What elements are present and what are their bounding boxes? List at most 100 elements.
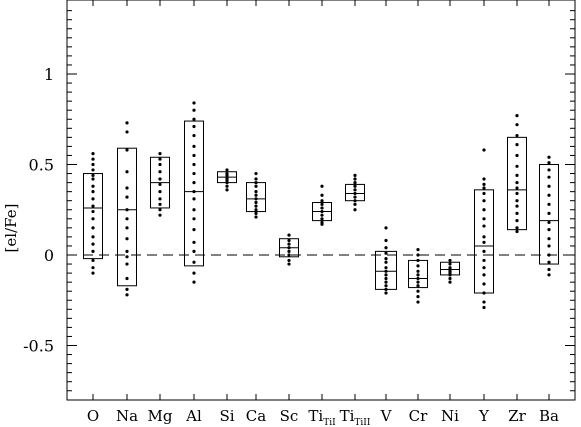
data-point	[320, 217, 324, 221]
data-point	[320, 202, 324, 206]
data-point	[547, 202, 551, 206]
data-point	[91, 184, 95, 188]
data-point	[158, 157, 162, 161]
data-point	[320, 184, 324, 188]
data-point	[353, 181, 357, 185]
data-point	[384, 287, 388, 291]
data-point	[384, 266, 388, 270]
data-point	[353, 199, 357, 203]
data-point	[192, 249, 196, 253]
data-point	[254, 197, 258, 201]
data-point	[91, 168, 95, 172]
data-point	[125, 237, 129, 241]
data-point	[482, 282, 486, 286]
data-point	[91, 217, 95, 221]
data-point	[482, 305, 486, 310]
data-point	[416, 300, 420, 304]
data-point	[91, 197, 95, 201]
data-point	[91, 173, 95, 177]
data-point	[125, 255, 129, 259]
data-point	[448, 280, 452, 284]
x-tick-label-main: O	[87, 407, 99, 425]
data-point	[515, 133, 519, 138]
data-point	[416, 280, 420, 284]
data-point	[515, 123, 519, 127]
box-Na	[117, 147, 137, 287]
plot-frame	[66, 0, 576, 401]
data-point	[547, 155, 551, 159]
data-point	[320, 206, 324, 210]
data-point	[353, 195, 357, 199]
x-tick-label-main: Ca	[246, 407, 266, 425]
data-point	[384, 257, 388, 261]
x-tick-label: Ba	[539, 407, 559, 425]
data-point	[91, 226, 95, 230]
data-point	[384, 284, 388, 288]
data-point	[91, 258, 95, 263]
data-point	[254, 190, 258, 194]
data-point	[547, 267, 551, 272]
x-tick-label-main: Ni	[441, 407, 459, 425]
data-point	[254, 193, 258, 197]
data-point	[515, 164, 519, 168]
data-point	[91, 190, 95, 194]
data-point	[416, 273, 420, 277]
x-tick-label-main: Zr	[508, 407, 526, 425]
data-point	[91, 204, 95, 208]
x-tick-labels: O Na Mg Al Si Ca Sc TiTiI TiTiII V Cr Ni Y Zr Ba	[87, 407, 559, 427]
data-point	[192, 124, 196, 129]
data-point	[125, 262, 129, 266]
data-point	[192, 280, 196, 284]
data-point	[91, 242, 95, 246]
data-point	[547, 237, 551, 241]
x-tick-label: Al	[185, 407, 202, 425]
data-point	[515, 153, 519, 158]
data-point	[482, 258, 486, 263]
data-point	[125, 130, 129, 134]
data-point	[125, 287, 129, 291]
data-point	[254, 204, 258, 208]
data-point	[287, 246, 291, 250]
data-point	[192, 117, 196, 121]
data-point	[384, 251, 388, 255]
data-point	[158, 190, 162, 194]
data-point	[515, 199, 519, 203]
box-O	[83, 173, 103, 260]
y-tick-labels: -0.5 0 0.5 1	[23, 65, 54, 356]
data-point	[515, 186, 519, 190]
data-point	[287, 249, 291, 253]
data-point	[482, 240, 486, 244]
data-point	[482, 249, 486, 253]
data-point	[482, 177, 486, 181]
box-Ba	[539, 164, 559, 265]
data-point	[158, 182, 162, 187]
x-tick-label-subscript: TiI	[323, 418, 336, 427]
data-point	[353, 188, 357, 192]
data-point	[287, 233, 291, 237]
data-point	[515, 114, 519, 118]
data-point	[353, 208, 357, 212]
data-point	[287, 238, 291, 243]
data-point	[225, 184, 229, 188]
x-tick-label-main: V	[380, 407, 393, 425]
data-point	[416, 253, 420, 257]
data-point	[547, 228, 551, 232]
data-point	[547, 193, 551, 197]
points-layer	[91, 101, 551, 310]
data-point	[384, 246, 388, 250]
data-point	[192, 260, 196, 264]
data-point	[125, 249, 129, 253]
data-point	[320, 209, 324, 214]
data-point	[416, 276, 420, 281]
data-point	[547, 184, 551, 188]
data-point	[254, 184, 258, 188]
data-point	[515, 173, 519, 177]
x-tick-label: Zr	[508, 407, 526, 425]
data-point	[125, 195, 129, 199]
x-tick-label: TiTiII	[340, 407, 371, 427]
data-point	[547, 161, 551, 165]
data-point	[192, 171, 196, 176]
data-point	[254, 171, 258, 176]
data-point	[225, 168, 229, 172]
